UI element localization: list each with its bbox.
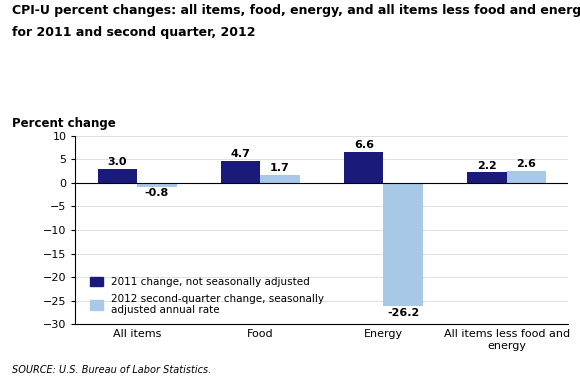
Text: -26.2: -26.2 [387,308,419,318]
Bar [506,170,546,183]
Bar [344,152,383,183]
Bar [467,173,506,183]
Text: 3.0: 3.0 [108,157,127,167]
Bar [260,175,300,183]
Bar [137,183,177,187]
Text: SOURCE: U.S. Bureau of Labor Statistics.: SOURCE: U.S. Bureau of Labor Statistics. [12,365,211,375]
Text: 6.6: 6.6 [354,140,374,150]
Text: 4.7: 4.7 [231,149,251,159]
Text: Percent change: Percent change [12,117,115,130]
Text: for 2011 and second quarter, 2012: for 2011 and second quarter, 2012 [12,26,255,39]
Bar [98,169,137,183]
Text: 2.2: 2.2 [477,161,496,171]
Text: CPI-U percent changes: all items, food, energy, and all items less food and ener: CPI-U percent changes: all items, food, … [12,4,580,17]
Bar [221,161,260,183]
Text: -0.8: -0.8 [145,188,169,199]
Text: 2.6: 2.6 [516,159,537,169]
Text: 1.7: 1.7 [270,163,290,173]
Legend: 2011 change, not seasonally adjusted, 2012 second-quarter change, seasonally
adj: 2011 change, not seasonally adjusted, 20… [90,277,324,315]
Bar [383,183,423,306]
